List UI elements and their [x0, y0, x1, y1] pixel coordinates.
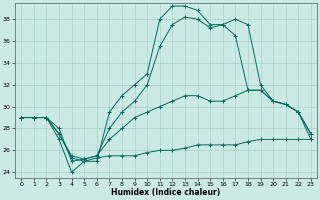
X-axis label: Humidex (Indice chaleur): Humidex (Indice chaleur) [111, 188, 221, 197]
